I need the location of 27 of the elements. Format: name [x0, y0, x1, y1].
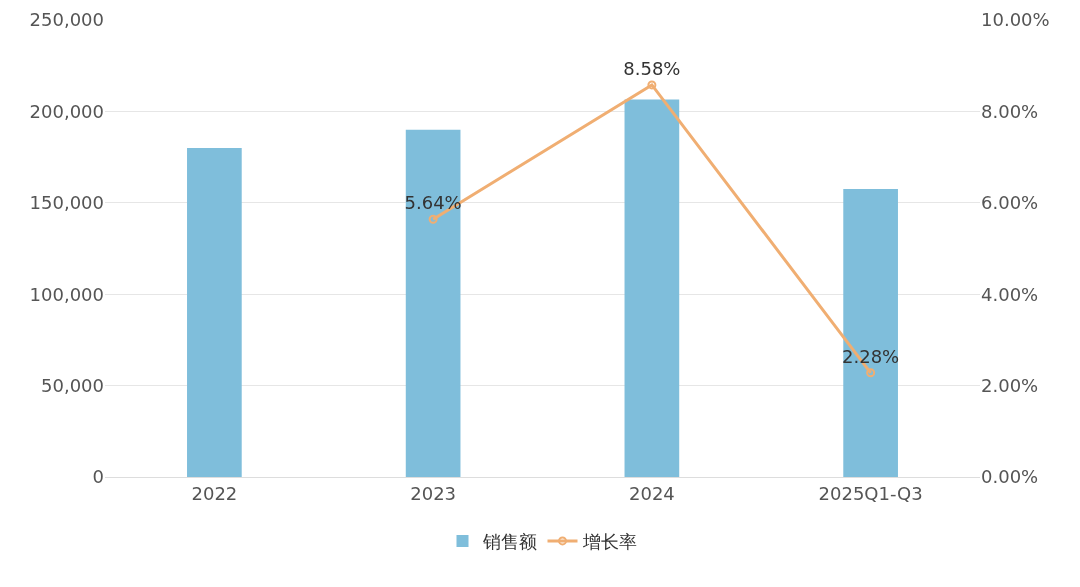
y-tick-label: 100,000	[29, 283, 104, 305]
bar	[405, 129, 461, 477]
y2-tick-label: 2.00%	[981, 374, 1039, 396]
point	[866, 368, 876, 378]
x-tick-label: 2022	[191, 482, 238, 504]
y2-tick-label: 10.00%	[981, 9, 1050, 31]
bar	[843, 189, 898, 477]
y-tick-label: 0	[92, 466, 104, 488]
point	[647, 80, 657, 90]
y-tick-label: 50,000	[41, 374, 104, 396]
y-tick-label: 200,000	[29, 100, 104, 122]
legend-label: 销售额	[481, 530, 537, 552]
y2-tick-label: 8.00%	[981, 100, 1039, 122]
point	[428, 214, 438, 224]
y2-tick-label: 6.00%	[981, 192, 1039, 214]
y-tick-label: 250,000	[29, 9, 104, 31]
bar	[624, 99, 680, 477]
data-label: 5.64%	[404, 192, 462, 214]
legend-label: 增长率	[581, 530, 637, 552]
x-tick-label: 2023	[410, 482, 457, 504]
y2-tick-label: 4.00%	[981, 283, 1039, 305]
y-tick-label: 150,000	[29, 192, 104, 214]
x-tick-label: 2025Q1-Q3	[818, 482, 923, 504]
y2-tick-label: 0.00%	[981, 466, 1039, 488]
data-label: 8.58%	[623, 58, 681, 80]
bar	[187, 147, 242, 477]
x-tick-label: 2024	[628, 482, 675, 504]
